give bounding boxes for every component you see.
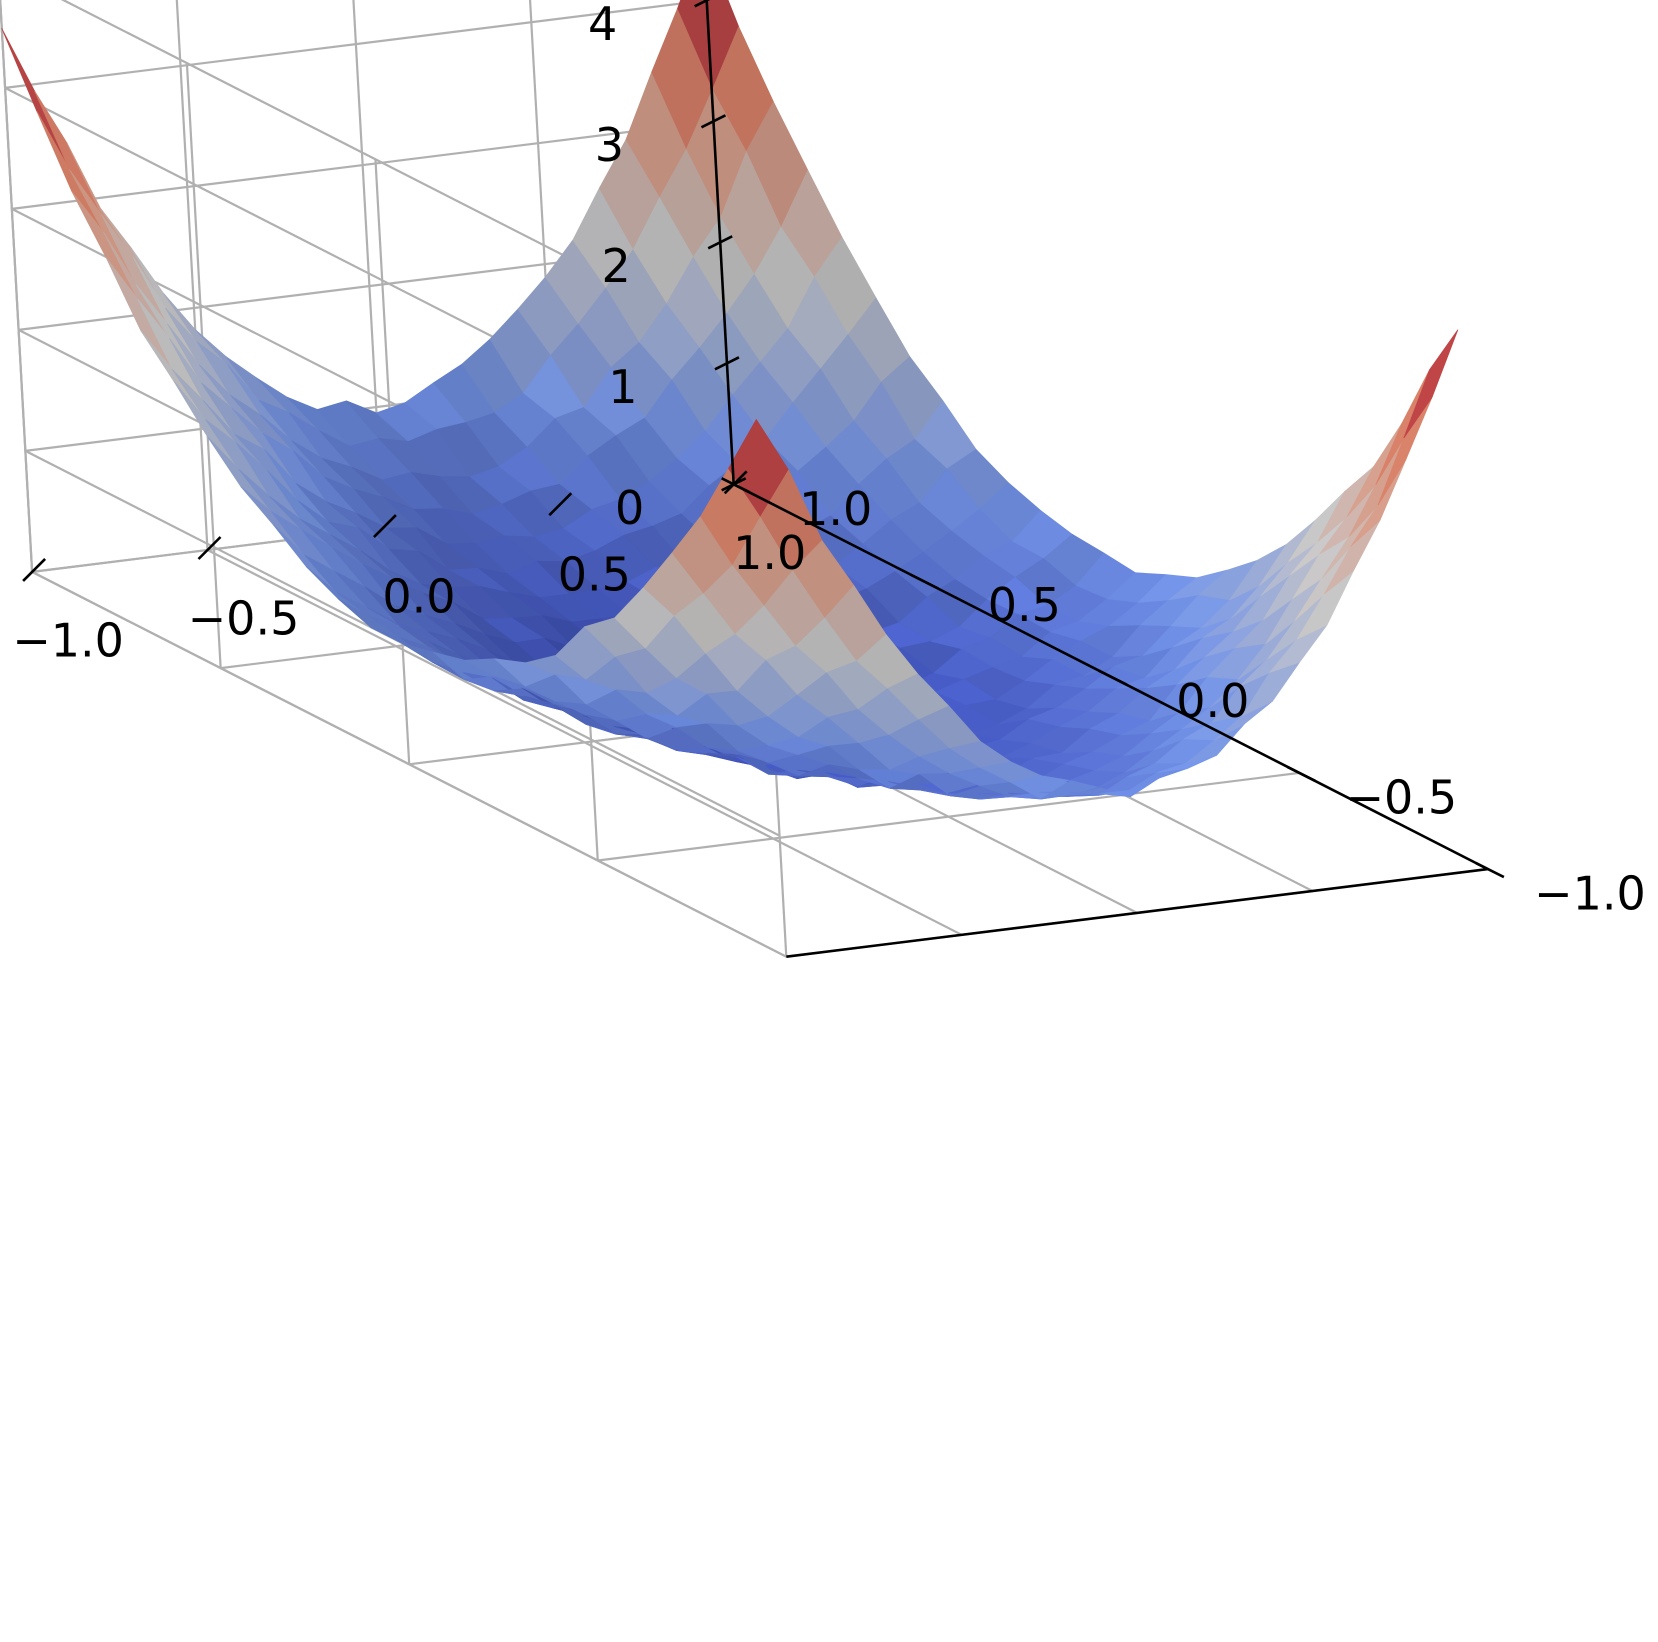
x-tick-3: [548, 492, 573, 517]
x-tick-label-1: −0.5: [188, 592, 300, 646]
surface-facet-1-22: [69, 169, 137, 285]
y-tick-label-3: 0.5: [988, 578, 1061, 632]
x-tick-0: [22, 557, 47, 582]
y-tick-label-0: −1.0: [1534, 867, 1646, 921]
y-tick-2: [1098, 669, 1128, 686]
z-tick-label-0: 0: [615, 481, 644, 535]
z-tick-label-1: 1: [608, 360, 637, 414]
x-tick-label-0: −1.0: [12, 613, 124, 667]
surface-facet-0-23: [1, 28, 70, 171]
back-grid-x-1: [175, 0, 209, 551]
x-tick-label-3: 0.5: [558, 548, 631, 602]
y-axis-line: [786, 867, 1489, 958]
z-tick-label-3: 3: [595, 118, 624, 172]
surface-facet-1-23: [34, 90, 102, 216]
y-tick-0: [1475, 861, 1505, 879]
y-tick-label-1: −0.5: [1345, 770, 1457, 824]
x-tick-label-4: 1.0: [733, 526, 806, 580]
z-tick-4: [694, 0, 711, 8]
y-tick-label-2: 0.0: [1176, 674, 1249, 728]
x-tick-2: [372, 514, 397, 539]
axis-lines: [22, 0, 1505, 958]
y-tick-1: [1286, 765, 1316, 783]
z-tick-1: [714, 356, 740, 371]
floor-grid-y-1: [597, 771, 1300, 862]
z-tick-label-2: 2: [602, 239, 631, 293]
z-tick-0: [721, 477, 747, 492]
z-tick-label-4: 4: [588, 0, 617, 51]
x-tick-1: [197, 536, 222, 560]
y-tick-label-4: 1.0: [799, 482, 872, 536]
x-tick-label-2: 0.0: [382, 570, 455, 624]
back-grid-z-3: [11, 120, 714, 210]
surface: [1, 0, 1459, 800]
z-tick-3: [700, 114, 727, 129]
left-grid-y-4: [0, 0, 34, 572]
surface-facet-23-0: [1403, 329, 1459, 439]
z-tick-2: [707, 235, 733, 250]
tick-labels: −1.0−0.50.00.51.0−1.0−0.50.00.51.0012345: [12, 0, 1646, 921]
back-grid-z-4: [4, 0, 707, 89]
left-grid-z-0: [31, 570, 787, 958]
y-tick-3: [909, 573, 939, 590]
y-tick-4: [721, 477, 751, 494]
z-axis-line: [705, 0, 735, 485]
